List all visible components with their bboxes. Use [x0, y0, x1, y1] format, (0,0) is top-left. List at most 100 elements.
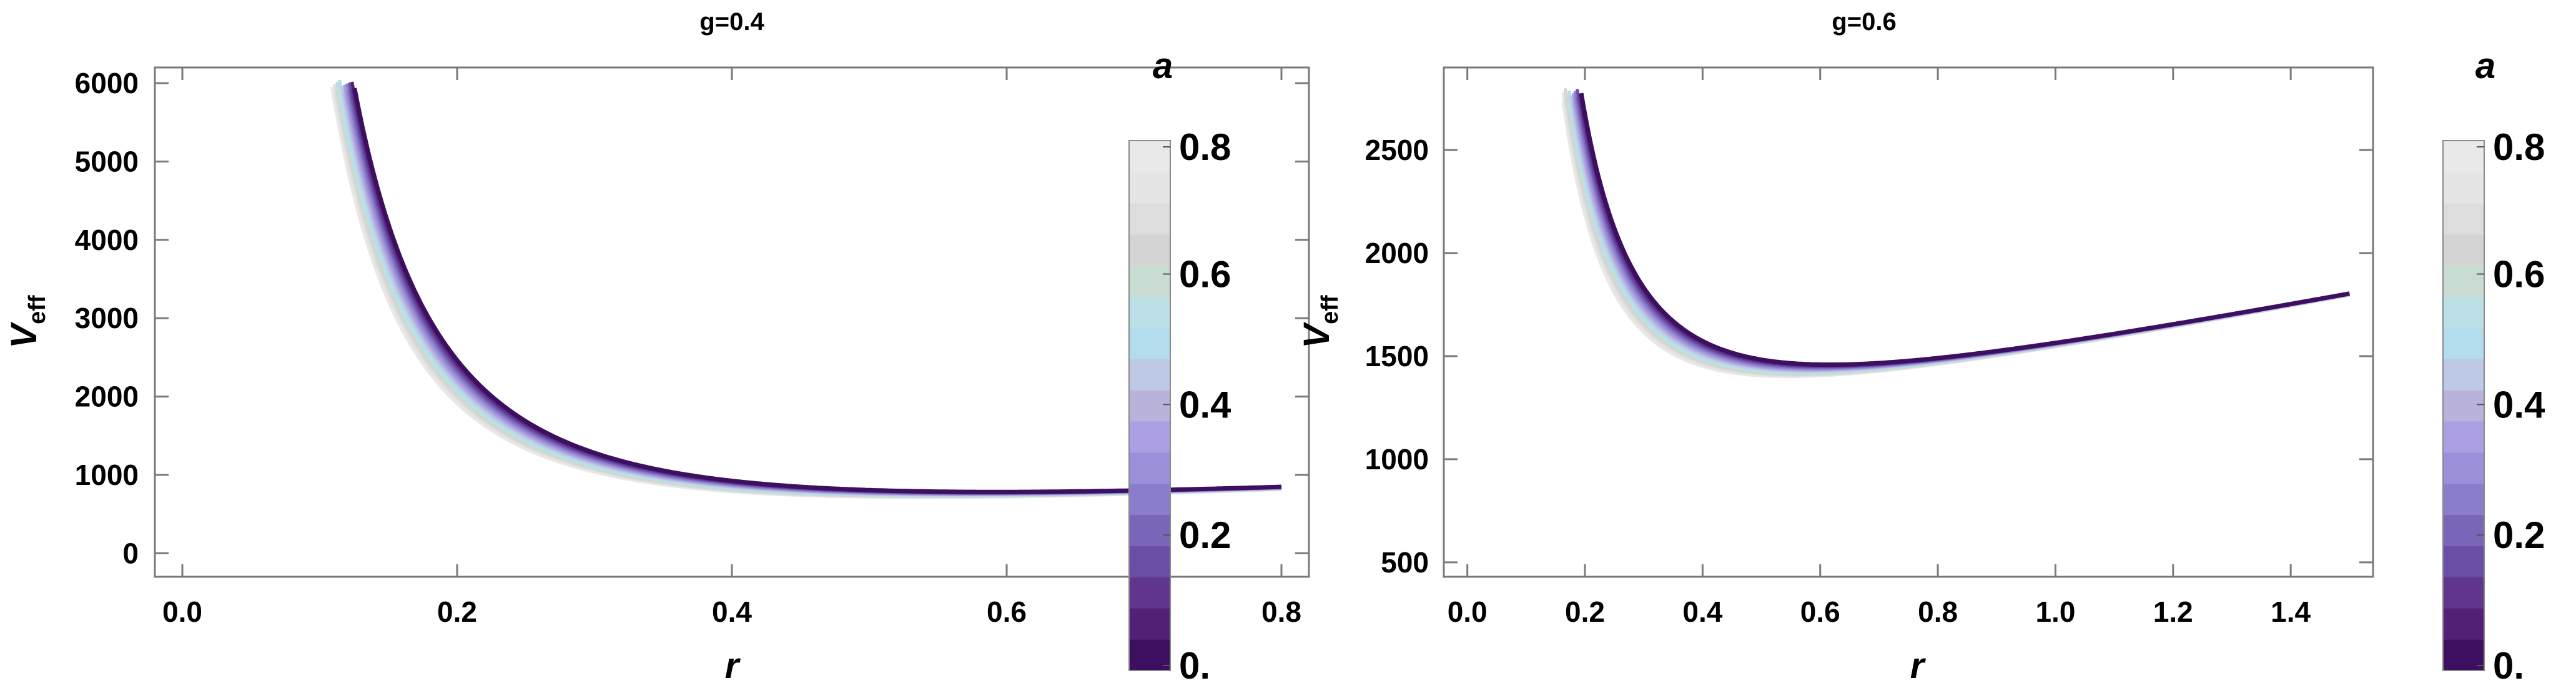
left-curves	[330, 79, 1282, 499]
left-colorbar-swatch	[1129, 359, 1170, 391]
left-colorbar-swatch	[1129, 421, 1170, 453]
right-colorbar-swatch	[2443, 546, 2484, 577]
left-x-tick-label: 0.8	[1261, 596, 1301, 628]
right-x-axis: 0.0 0.2 0.4 0.6 0.8 1.0 1.2 1.4	[1448, 67, 2311, 628]
left-y-axis: 0 1000 2000 3000 4000 5000 6000	[75, 67, 1309, 569]
right-colorbar-tick-label: 0.	[2493, 645, 2524, 683]
right-y-axis: 500 1000 1500 2000 2500	[1365, 134, 2373, 579]
left-colorbar-swatch	[1129, 202, 1170, 235]
left-colorbar-swatch	[1129, 483, 1170, 516]
left-colorbar-swatch	[1129, 514, 1170, 547]
right-x-tick-label: 1.4	[2271, 596, 2311, 628]
right-colorbar-label: a	[2475, 46, 2495, 86]
right-x-tick-label: 0.8	[1918, 596, 1958, 628]
left-colorbar-swatch	[1129, 234, 1170, 266]
panel-left: g=0.4 0.0 0.2 0.4 0.6 0.8 0 1000 2000 3000 4000 5…	[4, 8, 1310, 683]
right-curves	[1561, 88, 2350, 379]
series-line-a-0.3	[1573, 98, 2350, 371]
left-y-tick-label: 4000	[75, 224, 139, 256]
series-line-a-0.2	[1576, 96, 2350, 369]
right-y-tick-label: 1500	[1365, 340, 1429, 372]
right-colorbar-tick-label: 0.2	[2493, 514, 2545, 556]
left-y-tick-label: 2000	[75, 381, 139, 413]
left-y-tick-label: 6000	[75, 67, 139, 99]
left-colorbar-swatch	[1129, 390, 1170, 422]
left-colorbar-swatch	[1129, 577, 1170, 609]
series-line-a-0.4	[1571, 101, 2350, 372]
panel-right: g=0.6 0.0 0.2 0.4 0.6 0.8 1.0 1.2 1.4 500 1000 15…	[1296, 8, 2374, 683]
right-x-tick-label: 0.6	[1800, 596, 1840, 628]
left-colorbar-swatch	[1129, 171, 1170, 204]
left-colorbar-swatch	[1129, 546, 1170, 577]
left-x-tick-label: 0.2	[437, 596, 477, 628]
right-colorbar-tick-label: 0.8	[2493, 126, 2545, 168]
left-chart-title: g=0.4	[699, 8, 764, 36]
left-colorbar-frame	[1128, 140, 1171, 671]
series-line-a-0	[1579, 92, 2350, 367]
right-x-tick-label: 1.2	[2153, 596, 2193, 628]
left-colorbar-swatch	[1129, 265, 1170, 297]
right-plot-frame	[1443, 66, 2374, 578]
series-line-a-0.35	[1571, 92, 2350, 371]
left-colorbar-swatch	[1129, 327, 1170, 359]
series-line-a-0.05	[1579, 99, 2350, 367]
left-colorbar-tick-label: 0.4	[1179, 384, 1231, 426]
left-colorbar-swatch	[1129, 296, 1170, 328]
left-colorbar-swatch	[1129, 141, 1170, 172]
right-colorbar-swatch	[2443, 608, 2484, 640]
right-colorbar-swatch	[2443, 296, 2484, 328]
right-x-tick-label: 0.2	[1565, 596, 1605, 628]
right-x-axis-label: r	[1910, 646, 1927, 683]
right-x-tick-label: 1.0	[2035, 596, 2075, 628]
series-line-a-0.1	[1577, 94, 2350, 368]
right-colorbar-swatch	[2443, 639, 2484, 671]
right-colorbar-frame	[2442, 140, 2485, 671]
right-y-tick-label: 2000	[1365, 237, 1429, 269]
right-y-axis-label: Veff	[1296, 295, 1343, 348]
left-y-tick-label: 1000	[75, 459, 139, 491]
right-colorbar-tick-label: 0.6	[2493, 254, 2545, 296]
right-colorbar-swatch	[2443, 359, 2484, 391]
right-x-tick-label: 0.4	[1682, 596, 1722, 628]
left-colorbar-ticks: 0. 0.2 0.4 0.6 0.8	[1163, 126, 1231, 683]
left-y-axis-label: Veff	[4, 295, 51, 348]
series-line-a-0.25	[1573, 91, 2350, 370]
left-colorbar-tick-label: 0.6	[1179, 254, 1231, 296]
left-colorbar-label: a	[1153, 46, 1173, 86]
left-colorbar-tick-label: 0.2	[1179, 514, 1231, 556]
left-x-axis: 0.0 0.2 0.4 0.6 0.8	[162, 67, 1301, 628]
left-y-tick-label: 0	[122, 537, 139, 569]
left-colorbar-tick-label: 0.8	[1179, 126, 1231, 168]
right-x-tick-label: 0.0	[1448, 596, 1488, 628]
left-y-tick-label: 3000	[75, 302, 139, 334]
left-colorbar: a 0. 0.2 0.4 0.6 0.8	[1128, 46, 1231, 683]
right-colorbar-ticks: 0. 0.2 0.4 0.6 0.8	[2477, 126, 2545, 683]
series-line-a-0.15	[1576, 89, 2350, 369]
right-colorbar-swatch	[2443, 390, 2484, 422]
right-y-tick-label: 500	[1381, 546, 1429, 579]
right-colorbar-swatch	[2443, 234, 2484, 266]
left-colorbar-tick-label: 0.	[1179, 645, 1210, 683]
series-line-a-0.45	[1569, 95, 2350, 373]
right-colorbar-swatch	[2443, 171, 2484, 204]
series-line-a-0	[352, 87, 1282, 494]
right-colorbar-swatch	[2443, 452, 2484, 484]
right-colorbar: a 0. 0.2 0.4 0.6 0.8	[2442, 46, 2545, 683]
right-colorbar-tick-label: 0.4	[2493, 384, 2545, 426]
left-colorbar-swatch	[1129, 608, 1170, 640]
right-colorbar-swatches	[2443, 141, 2484, 671]
right-colorbar-swatch	[2443, 141, 2484, 172]
right-y-tick-label: 1000	[1365, 443, 1429, 476]
left-x-tick-label: 0.0	[162, 596, 202, 628]
right-colorbar-swatch	[2443, 202, 2484, 235]
left-y-tick-label: 5000	[75, 145, 139, 177]
right-colorbar-swatch	[2443, 514, 2484, 547]
left-colorbar-swatch	[1129, 639, 1170, 671]
left-colorbar-swatches	[1129, 141, 1170, 671]
right-colorbar-swatch	[2443, 421, 2484, 453]
left-colorbar-swatch	[1129, 452, 1170, 484]
right-colorbar-swatch	[2443, 577, 2484, 609]
left-x-tick-label: 0.4	[712, 596, 752, 628]
left-x-tick-label: 0.6	[987, 596, 1027, 628]
